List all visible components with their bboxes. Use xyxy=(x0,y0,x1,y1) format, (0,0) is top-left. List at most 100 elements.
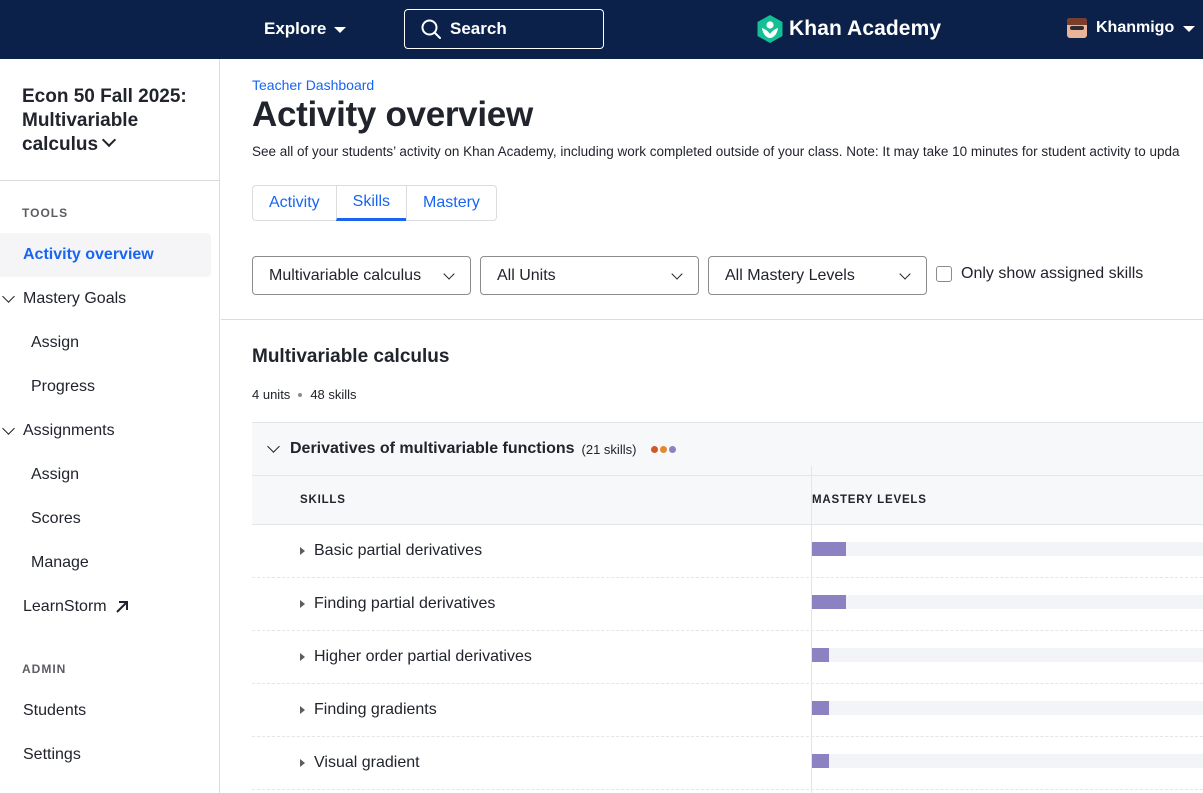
sidebar-item-manage[interactable]: Manage xyxy=(0,541,211,585)
table-row: Finding gradients xyxy=(252,684,1203,737)
sidebar-item-learnstorm[interactable]: LearnStorm xyxy=(0,585,211,629)
sidebar-item-label: Scores xyxy=(31,510,81,527)
search-label: Search xyxy=(450,19,507,38)
tab-mastery[interactable]: Mastery xyxy=(406,185,497,221)
skill-name: Finding partial derivatives xyxy=(314,595,496,612)
breadcrumb[interactable]: Teacher Dashboard xyxy=(252,77,375,93)
chevron-down-icon xyxy=(443,268,455,280)
brand-name: Khan Academy xyxy=(789,17,942,40)
chevron-down-icon xyxy=(899,268,911,280)
mastery-bar xyxy=(812,701,1203,715)
unit-header[interactable]: Derivatives of multivariable functions (… xyxy=(252,422,1203,476)
mastery-bar-fill xyxy=(812,595,846,609)
sidebar-item-assignments[interactable]: Assignments xyxy=(0,409,211,453)
table-header: SKILLS MASTERY LEVELS xyxy=(252,476,1203,525)
sidebar-item-mastery-progress[interactable]: Progress xyxy=(0,365,211,409)
explore-label: Explore xyxy=(264,19,327,38)
units-select[interactable]: All Units xyxy=(480,256,699,295)
mastery-bar xyxy=(812,648,1203,662)
mastery-level-select[interactable]: All Mastery Levels xyxy=(708,256,927,295)
page-description: See all of your students’ activity on Kh… xyxy=(252,144,1180,159)
unit-name: Derivatives of multivariable functions xyxy=(290,440,575,457)
main-content: Teacher Dashboard Activity overview See … xyxy=(221,59,1203,793)
khan-academy-logo-icon xyxy=(757,15,783,43)
table-row: Higher order partial derivatives xyxy=(252,631,1203,684)
units-select-value: All Units xyxy=(497,266,556,284)
view-tabs: Activity Skills Mastery xyxy=(252,185,497,221)
sidebar-item-label: Assign xyxy=(31,334,80,351)
divider xyxy=(221,319,1203,320)
page-title: Activity overview xyxy=(252,95,533,134)
sidebar-item-assignments-assign[interactable]: Assign xyxy=(0,453,211,497)
khan-academy-logo[interactable]: Khan Academy xyxy=(757,15,941,43)
unit-count: 4 units xyxy=(252,387,291,402)
chevron-down-icon xyxy=(671,268,683,280)
skill-name: Basic partial derivatives xyxy=(314,542,483,559)
table-row: Finding partial derivatives xyxy=(252,578,1203,631)
assigned-skills-label: Only show assigned skills xyxy=(961,265,1144,282)
skill-count: 48 skills xyxy=(310,387,357,402)
sidebar-item-label: LearnStorm xyxy=(23,598,107,615)
caret-right-icon xyxy=(300,706,305,714)
assigned-skills-checkbox[interactable] xyxy=(936,266,952,282)
tools-heading: TOOLS xyxy=(22,206,69,220)
sidebar-item-scores[interactable]: Scores xyxy=(0,497,211,541)
course-select-value: Multivariable calculus xyxy=(269,266,422,284)
skill-expand-toggle[interactable]: Finding gradients xyxy=(252,684,812,736)
explore-menu-button[interactable]: Explore xyxy=(264,19,347,39)
chevron-down-icon xyxy=(2,290,15,303)
tab-skills[interactable]: Skills xyxy=(335,185,408,221)
sidebar-item-label: Progress xyxy=(31,378,96,395)
table-row: Visual gradient xyxy=(252,737,1203,790)
course-meta: 4 units 48 skills xyxy=(252,387,357,402)
caret-down-icon xyxy=(334,27,347,33)
caret-down-icon xyxy=(1183,26,1196,32)
column-divider xyxy=(811,466,812,793)
sidebar-item-label: Manage xyxy=(31,554,89,571)
khanmigo-menu-button[interactable]: Khanmigo xyxy=(1067,18,1196,38)
mastery-dot xyxy=(669,445,677,453)
separator-dot xyxy=(298,392,303,397)
class-selector[interactable]: Econ 50 Fall 2025: Multivariable calculu… xyxy=(22,85,202,157)
table-row: Basic partial derivatives xyxy=(252,525,1203,578)
sidebar-item-label: Mastery Goals xyxy=(23,290,127,307)
mastery-bar xyxy=(812,754,1203,768)
tab-activity[interactable]: Activity xyxy=(252,185,337,221)
skill-expand-toggle[interactable]: Visual gradient xyxy=(252,737,812,789)
mastery-dot xyxy=(651,445,659,453)
unit-skill-count: (21 skills) xyxy=(581,441,637,457)
chevron-down-icon xyxy=(101,132,117,148)
caret-right-icon xyxy=(300,759,305,767)
sidebar-item-activity-overview[interactable]: Activity overview xyxy=(0,233,211,277)
assigned-skills-toggle[interactable]: Only show assigned skills xyxy=(936,265,1143,283)
sidebar-item-mastery-goals[interactable]: Mastery Goals xyxy=(0,277,211,321)
skill-expand-toggle[interactable]: Higher order partial derivatives xyxy=(252,631,812,683)
khanmigo-avatar-icon xyxy=(1067,18,1087,38)
skill-name: Higher order partial derivatives xyxy=(314,648,532,665)
mastery-dots xyxy=(651,445,677,453)
class-title: Econ 50 Fall 2025: Multivariable calculu… xyxy=(22,86,187,155)
caret-right-icon xyxy=(300,547,305,555)
skill-expand-toggle[interactable]: Finding partial derivatives xyxy=(252,578,812,630)
sidebar-item-settings[interactable]: Settings xyxy=(0,733,211,777)
caret-right-icon xyxy=(300,600,305,608)
mastery-bar xyxy=(812,595,1203,609)
column-header-mastery: MASTERY LEVELS xyxy=(812,494,927,506)
skill-name: Finding gradients xyxy=(314,701,437,718)
sidebar-item-students[interactable]: Students xyxy=(0,689,211,733)
chevron-down-icon xyxy=(267,440,280,453)
skill-name: Visual gradient xyxy=(314,754,420,771)
search-icon xyxy=(421,19,441,39)
sidebar-item-label: Students xyxy=(23,702,87,719)
mastery-bar-fill xyxy=(812,754,829,768)
search-button[interactable]: Search xyxy=(404,9,604,49)
external-link-icon xyxy=(115,601,128,613)
sidebar: Econ 50 Fall 2025: Multivariable calculu… xyxy=(0,59,220,793)
sidebar-item-label: Settings xyxy=(23,746,81,763)
mastery-bar-fill xyxy=(812,542,846,556)
sidebar-item-mastery-assign[interactable]: Assign xyxy=(0,321,211,365)
skill-expand-toggle[interactable]: Basic partial derivatives xyxy=(252,525,812,577)
divider xyxy=(0,180,219,181)
course-select[interactable]: Multivariable calculus xyxy=(252,256,471,295)
sidebar-item-label: Assignments xyxy=(23,422,115,439)
